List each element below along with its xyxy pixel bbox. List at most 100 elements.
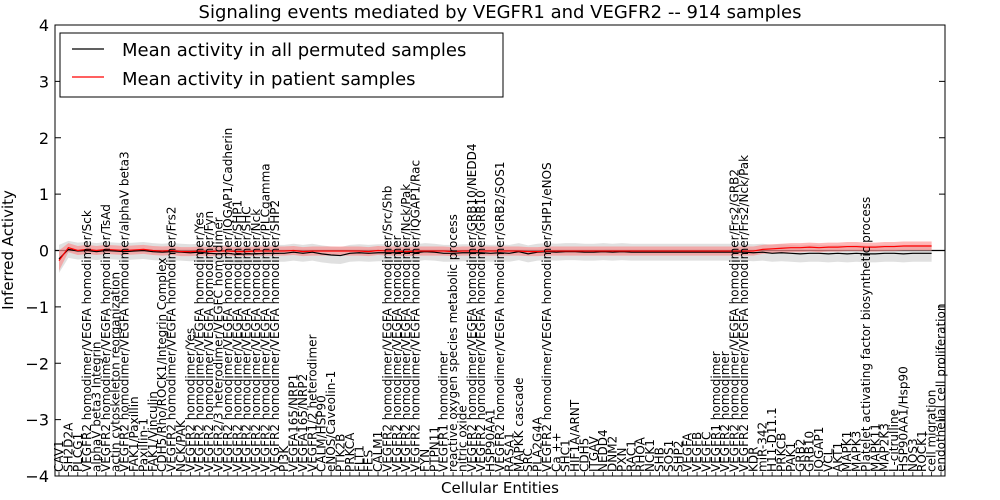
axes-frame [54, 24, 946, 477]
x-tick-label: VEGFR2 homodimer/VEGFA homodimer/Sck [80, 210, 94, 472]
x-tick-label: VEGFR2 homodimer/Yes [183, 328, 197, 472]
legend-box [59, 32, 504, 98]
x-tick-label: VEGFR2 homodimer/VEGFA homodimer/IQGAP1/… [409, 160, 423, 472]
x-tick-label: GRB10 [803, 431, 817, 472]
x-tick-label: alphaV beta3 Integrin [90, 341, 104, 472]
x-tick-label: L-citrulline [887, 409, 901, 472]
x-tick-label: VEGFA165/NRP2 [296, 374, 310, 472]
x-tick-label: FES [362, 450, 376, 472]
y-axis-label: Inferred Activity [0, 190, 17, 310]
x-tick-label: VEGFR2 homodimer/VEGFA homodimer/Src/Shb [380, 186, 394, 472]
x-tick-label: SHP2 [671, 440, 685, 472]
x-tick-label: Paxillin-1 [136, 418, 150, 472]
x-tick-label: VEGFR2 homodimer/VEGFA homodimer/GRB10 [474, 190, 488, 472]
x-tick-label: ROCK1 [915, 430, 929, 472]
x-tick-label: actin cytoskeleton reorganization [108, 272, 122, 472]
x-tick-label: PAK1 [784, 442, 798, 472]
x-tick-label: H11-D11.1 [765, 407, 779, 472]
x-tick-label: CALM1 [371, 431, 385, 472]
x-tick-label: SHB [653, 447, 667, 472]
x-tick-label: VEGFR2 homodimer/VEGFA homodimer/PLCgamm… [258, 163, 272, 472]
x-tick-label: ITGAV [587, 435, 601, 472]
x-tick-label: VEGFR2 homodimer/VEGFA homodimer/alphaV … [118, 151, 132, 472]
x-tick-label: Platelet activating factor biosynthetic … [859, 197, 873, 472]
x-tick-label: VEGFR2 homodimer/VEGFA homodimer/IQGAP1/… [221, 128, 235, 472]
x-tick-label: nitric oxide [455, 405, 469, 472]
legend-label-patient: Mean activity in patient samples [122, 69, 416, 90]
x-tick-label: VEGFA165/NRP1 [287, 374, 301, 472]
x-tick-label: PLA2G4A [531, 416, 545, 472]
x-tick-label: RHOA [634, 436, 648, 472]
x-tick-label: VEGFR1/2 heterodimer [305, 334, 319, 472]
x-tick-label: CALM/HSP90 [315, 395, 329, 472]
x-tick-label: VEGFA [681, 432, 695, 472]
y-tick-label: 2 [39, 129, 49, 148]
x-tick-label: VEGFR2 homodimer/VEGFA homodimer/Fyn [202, 211, 216, 472]
x-tick-label: VEGFR2 homodimer/VEGFA homodimer/SHP1/eN… [540, 162, 554, 472]
x-tick-label: PTPN11 [427, 426, 441, 472]
x-tick-label: MAP2K3 [878, 423, 892, 472]
x-tick-label: CDH5/Rho/ROCK1/Integrin Complex [155, 257, 169, 472]
x-tick-label: FAK1/Paxillin [127, 396, 141, 472]
x-tick-label: HSP90AA1/Hsp90 [896, 366, 910, 472]
x-tick-label: NEDD4 [596, 429, 610, 472]
x-tick-label: VEGFR1 homodimer [709, 351, 723, 472]
x-tick-label: miR-342 [756, 422, 770, 472]
x-tick-label: VEGFR2 homodimer/VEGFA homodimer/Frs2 [165, 207, 179, 473]
x-tick-label: VEGFR2 homodimer/VEGFA homodimer/SHC [240, 206, 254, 472]
x-tick-label: VEGFR2 homodimer/VEGFA homodimer/SHP1 [230, 200, 244, 472]
y-tick-label: −1 [25, 298, 49, 317]
x-tick-label: FLT1 [352, 445, 366, 472]
x-tick-label: VEGFR2/3 heterodimer/VEGFC homodimer [212, 217, 226, 472]
x-tick-label: PRKCA [343, 432, 357, 472]
series-line-0 [58, 248, 932, 260]
x-tick-label: VEGFB [690, 432, 704, 472]
x-tick-label: PTK2B [333, 434, 347, 472]
x-tick-label: VEGFR2 homodimer/VEGFA homodimer/Nck/Pak [399, 184, 413, 472]
x-tick-label: VEGFR2 homodimer/VEGFA homodimer [390, 235, 404, 472]
y-tick-label: 3 [39, 72, 49, 91]
x-tick-label: NOS3 [906, 438, 920, 472]
x-tick-label: KDR [746, 447, 760, 472]
legend-label-permuted: Mean activity in all permuted samples [122, 40, 466, 61]
x-tick-label: reactive oxygen species metabolic proces… [446, 214, 460, 472]
x-tick-label: VEGFC [699, 432, 713, 472]
x-tick-label: VEGFR2 homodimer/VEGFA homodimer/Yes [193, 212, 207, 472]
x-tick-label: PI3K [277, 445, 291, 472]
x-axis-label: Cellular Entities [441, 479, 559, 497]
x-tick-label: SH2D2A [61, 422, 75, 472]
x-tick-label: HIF1A/ARNT [568, 399, 582, 472]
x-tick-label: eNOS/Caveolin-1 [324, 371, 338, 472]
legend: Mean activity in all permuted samples Me… [59, 32, 504, 98]
x-tick-label: SOS1 [662, 440, 676, 472]
x-tick-label: SRC [521, 448, 535, 472]
x-tick-label: VEGFR2 homodimer/VEGFA homodimer/Frs2/Nc… [737, 155, 751, 472]
x-tick-label: VEGFR2 homodimer/VEGFA homodimer/Nck [249, 209, 263, 472]
x-tick-label: PXN [615, 448, 629, 472]
x-tick-label: MAPK3 [850, 431, 864, 472]
y-tick-label: 4 [39, 16, 49, 35]
x-tick-label: CDH5 [577, 438, 591, 472]
x-tick-label: VEGFR2 homodimer/VEGFA homodimer/GRB2/SO… [493, 161, 507, 472]
y-tick-label: −2 [25, 354, 49, 373]
x-tick-label: FYN [418, 449, 432, 472]
x-tick-label: VEGFR2 homodimer/VEGFA homodimer/GRB10/N… [465, 143, 479, 472]
y-tick-label: −4 [25, 467, 49, 486]
x-tick-label: VEGFR1 homodimer [437, 351, 451, 472]
x-tick-label: Ca ++ [549, 432, 563, 472]
x-tick-label: DNM2 [606, 436, 620, 472]
y-tick-label: 1 [39, 185, 49, 204]
y-tick-label: −3 [25, 411, 49, 430]
x-tick-label: AKT1 [831, 442, 845, 472]
x-tick-label: SHC1 [559, 439, 573, 472]
x-tick-label: MAPK11 [868, 423, 882, 472]
x-tick-label: PRKCB [774, 433, 788, 472]
x-tick-label: VEGFR2 homodimer [718, 351, 732, 472]
chart-title: Signaling events mediated by VEGFR1 and … [199, 2, 802, 23]
x-tick-label: VEGFR2 homodimer/VEGFA homodimer/TsAd [99, 204, 113, 472]
x-tick-label: endothelial cell proliferation [934, 304, 948, 472]
x-tick-label: IQGAP1 [812, 427, 826, 472]
x-tick-label: NCK/PAK [174, 419, 188, 472]
x-tick-label: FAK1/Vinculin [146, 391, 160, 472]
